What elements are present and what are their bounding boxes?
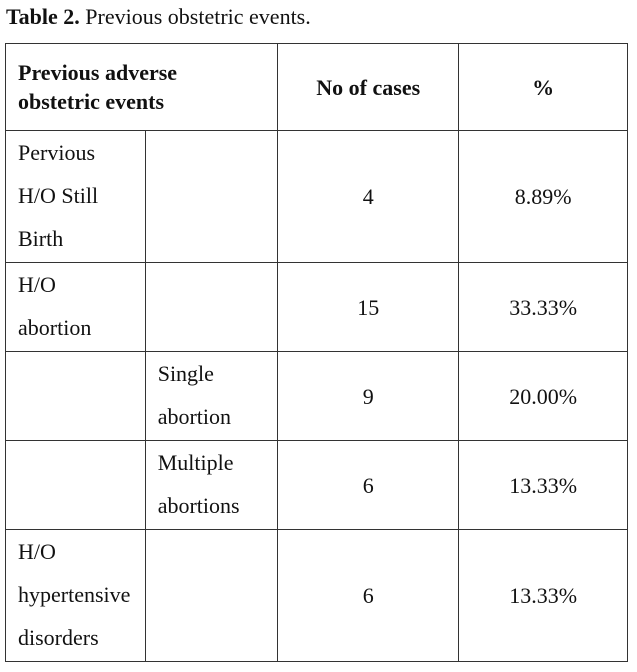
- table-row: H/O abortion 15 33.33%: [5, 262, 628, 352]
- row-percent: 20.00%: [458, 351, 628, 441]
- table-row: Pervious H/O Still Birth 4 8.89%: [5, 130, 628, 263]
- table-row: H/O hypertensive disorders 6 13.33%: [5, 529, 628, 662]
- row-subcategory: [144, 529, 279, 662]
- row-subcategory: Single abortion: [144, 351, 279, 441]
- row-category: H/O hypertensive disorders: [5, 529, 146, 662]
- row-category-text: H/O hypertensive disorders: [18, 539, 131, 650]
- row-subcategory: [144, 130, 279, 263]
- row-percent: 33.33%: [458, 262, 628, 352]
- table-caption-text: Previous obstetric events.: [79, 4, 311, 29]
- row-subcategory: Multiple abortions: [144, 440, 279, 530]
- row-category: H/O abortion: [5, 262, 146, 352]
- row-percent: 13.33%: [458, 440, 628, 530]
- row-subcategory-text: Multiple abortions: [157, 450, 240, 518]
- row-subcategory: [144, 262, 279, 352]
- row-category: Pervious H/O Still Birth: [5, 130, 146, 263]
- header-cases: No of cases: [277, 43, 460, 131]
- table-header-row: Previous adverse obstetric events No of …: [4, 43, 628, 131]
- table-caption: Table 2. Previous obstetric events.: [6, 3, 311, 31]
- row-cases: 9: [277, 351, 460, 441]
- row-cases: 4: [277, 130, 460, 263]
- row-percent: 8.89%: [458, 130, 628, 263]
- header-event: Previous adverse obstetric events: [4, 43, 279, 131]
- row-cases: 15: [277, 262, 460, 352]
- table-row: Multiple abortions 6 13.33%: [5, 440, 628, 530]
- row-percent: 13.33%: [458, 529, 628, 662]
- row-category: [5, 440, 146, 530]
- table-row: Single abortion 9 20.00%: [5, 351, 628, 441]
- row-category: [5, 351, 146, 441]
- row-subcategory-text: Single abortion: [157, 361, 232, 429]
- row-cases: 6: [277, 529, 460, 662]
- row-category-text: H/O abortion: [18, 272, 92, 340]
- header-event-label: Previous adverse obstetric events: [18, 60, 178, 114]
- row-category-text: Pervious H/O Still Birth: [18, 140, 99, 251]
- table-caption-label: Table 2.: [6, 4, 80, 29]
- obstetric-events-table: Previous adverse obstetric events No of …: [4, 43, 628, 662]
- header-percent: %: [458, 43, 628, 131]
- row-cases: 6: [277, 440, 460, 530]
